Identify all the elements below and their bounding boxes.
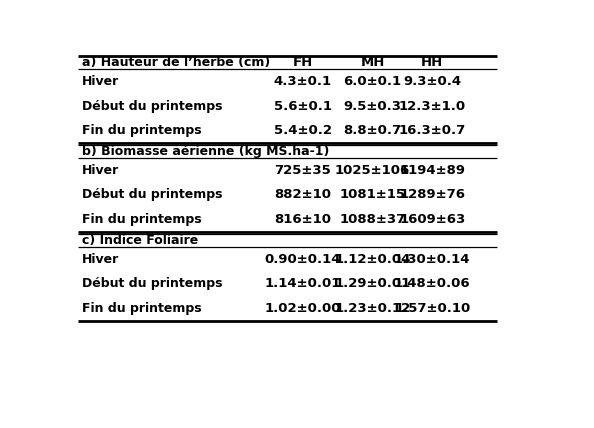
Text: 12.3±1.0: 12.3±1.0 bbox=[399, 100, 466, 113]
Text: 1289±76: 1289±76 bbox=[399, 188, 465, 202]
Text: 1.29±0.01: 1.29±0.01 bbox=[334, 277, 410, 291]
Text: MH: MH bbox=[361, 56, 385, 69]
Text: 1025±106: 1025±106 bbox=[335, 164, 410, 177]
Text: 9.5±0.3: 9.5±0.3 bbox=[343, 100, 402, 113]
Text: 1.23±0.12: 1.23±0.12 bbox=[334, 302, 410, 315]
Text: 1.02±0.00: 1.02±0.00 bbox=[264, 302, 341, 315]
Text: HH: HH bbox=[421, 56, 444, 69]
Text: 1.30±0.14: 1.30±0.14 bbox=[394, 253, 470, 266]
Text: a) Hauteur de l’herbe (cm): a) Hauteur de l’herbe (cm) bbox=[82, 56, 270, 69]
Text: 5.6±0.1: 5.6±0.1 bbox=[274, 100, 332, 113]
Text: Fin du printemps: Fin du printemps bbox=[82, 124, 201, 137]
Text: 816±10: 816±10 bbox=[274, 213, 331, 226]
Text: c) Indice Foliaire: c) Indice Foliaire bbox=[82, 234, 198, 247]
Text: 1.12±0.04: 1.12±0.04 bbox=[334, 253, 411, 266]
Text: 0.90±0.14: 0.90±0.14 bbox=[264, 253, 341, 266]
Text: Début du printemps: Début du printemps bbox=[82, 188, 223, 202]
Text: 4.3±0.1: 4.3±0.1 bbox=[274, 75, 332, 88]
Text: 6.0±0.1: 6.0±0.1 bbox=[343, 75, 402, 88]
Text: 8.8±0.7: 8.8±0.7 bbox=[343, 124, 402, 137]
Text: 1.57±0.10: 1.57±0.10 bbox=[394, 302, 470, 315]
Text: FH: FH bbox=[293, 56, 313, 69]
Text: 16.3±0.7: 16.3±0.7 bbox=[399, 124, 466, 137]
Text: 1.14±0.01: 1.14±0.01 bbox=[265, 277, 341, 291]
Text: 9.3±0.4: 9.3±0.4 bbox=[403, 75, 462, 88]
Text: 1.48±0.06: 1.48±0.06 bbox=[394, 277, 470, 291]
Text: 1088±37: 1088±37 bbox=[340, 213, 406, 226]
Text: 882±10: 882±10 bbox=[274, 188, 331, 202]
Text: Fin du printemps: Fin du printemps bbox=[82, 302, 201, 315]
Text: Hiver: Hiver bbox=[82, 164, 119, 177]
Text: Début du printemps: Début du printemps bbox=[82, 100, 223, 113]
Text: Hiver: Hiver bbox=[82, 75, 119, 88]
Text: 1081±15: 1081±15 bbox=[340, 188, 406, 202]
Text: 1609±63: 1609±63 bbox=[399, 213, 466, 226]
Text: b) Biomasse aérienne (kg MS.ha-1): b) Biomasse aérienne (kg MS.ha-1) bbox=[82, 145, 330, 158]
Text: Fin du printemps: Fin du printemps bbox=[82, 213, 201, 226]
Text: Début du printemps: Début du printemps bbox=[82, 277, 223, 291]
Text: 1194±89: 1194±89 bbox=[399, 164, 465, 177]
Text: 725±35: 725±35 bbox=[274, 164, 331, 177]
Text: 5.4±0.2: 5.4±0.2 bbox=[274, 124, 332, 137]
Text: Hiver: Hiver bbox=[82, 253, 119, 266]
